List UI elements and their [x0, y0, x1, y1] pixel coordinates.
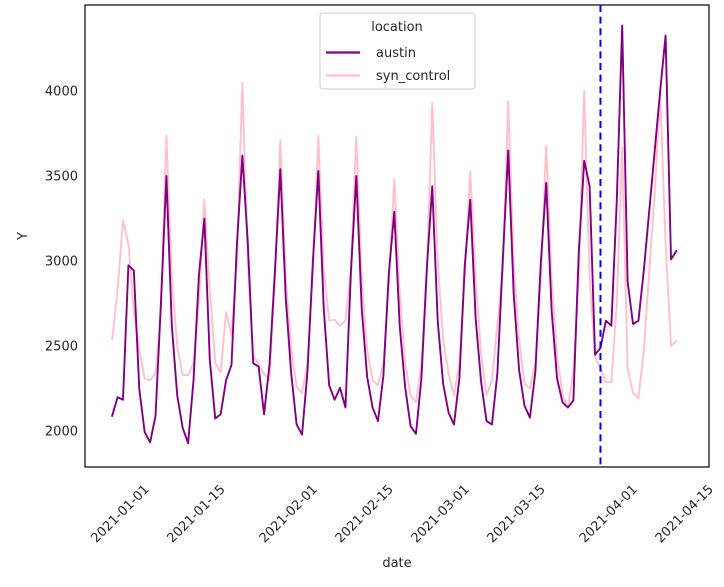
legend-box — [319, 12, 476, 90]
y-axis-label: Y — [16, 232, 31, 241]
x-tick-label: 2021-01-01 — [88, 482, 152, 546]
austin-line — [111, 24, 678, 445]
x-tick-label: 2021-02-01 — [257, 482, 321, 546]
plot-area — [84, 4, 710, 468]
y-tick-label: 3500 — [45, 169, 78, 184]
y-tick-label: 4000 — [45, 84, 78, 99]
x-tick-label: 2021-04-15 — [653, 482, 717, 546]
x-tick-label: 2021-04-01 — [577, 482, 641, 546]
y-tick-label: 3000 — [45, 255, 78, 270]
x-axis-ticks: 2021-01-01 2021-01-15 2021-02-01 2021-02-15… — [88, 482, 716, 546]
x-tick-label: 2021-01-15 — [164, 482, 228, 546]
legend-title: location — [371, 20, 423, 35]
legend: location austin syn_control — [319, 12, 476, 90]
y-tick-label: 2000 — [45, 425, 78, 440]
x-tick-label: 2021-03-01 — [409, 482, 473, 546]
x-tick-label: 2021-02-15 — [333, 482, 397, 546]
x-tick-label: 2021-03-15 — [485, 482, 549, 546]
legend-label-austin: austin — [376, 46, 416, 61]
legend-label-syn-control: syn_control — [376, 69, 450, 84]
y-axis-ticks: 2000 2500 3000 3500 4000 — [45, 84, 78, 439]
y-tick-label: 2500 — [45, 340, 78, 355]
x-axis-label: date — [382, 556, 411, 571]
syn-control-line — [111, 81, 678, 409]
